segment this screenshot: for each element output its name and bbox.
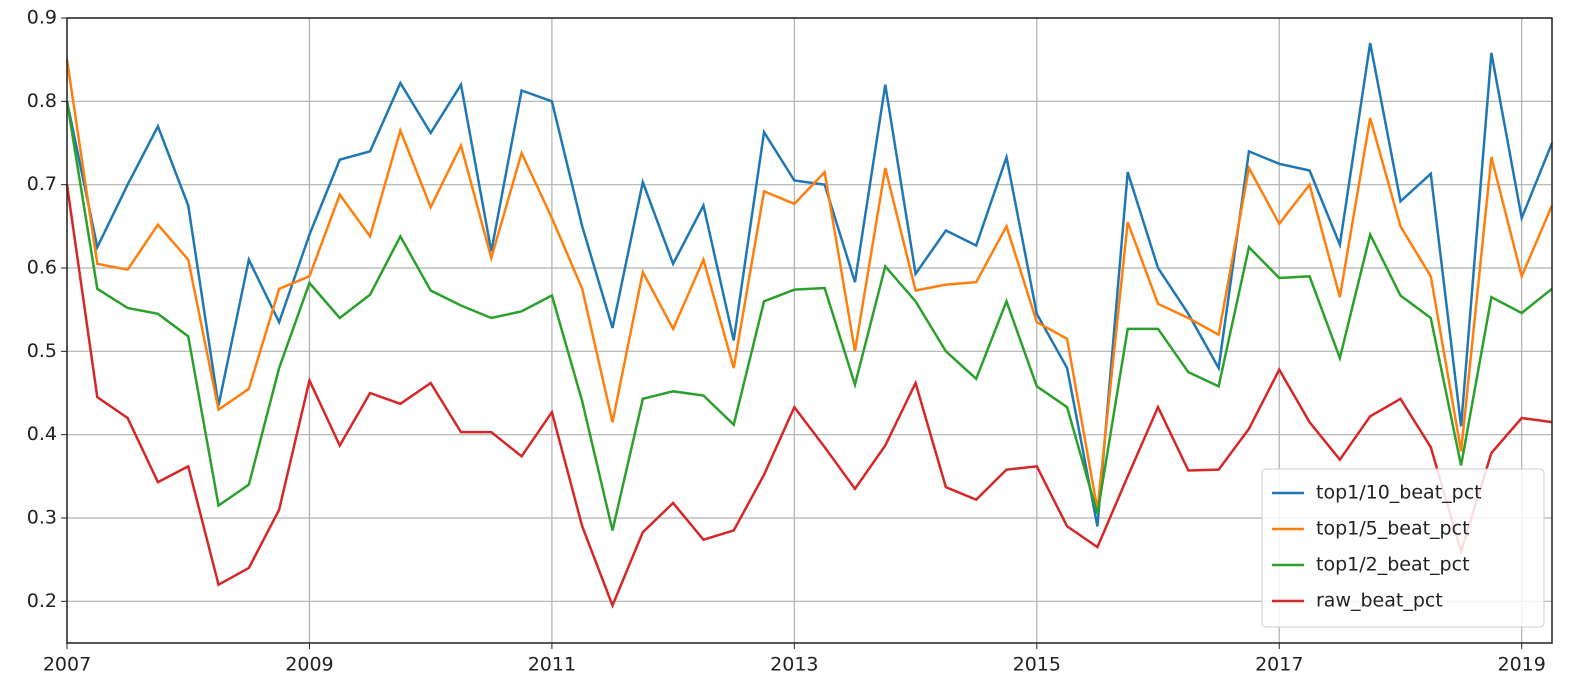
y-tick-label: 0.9 (27, 7, 57, 29)
y-tick-label: 0.2 (27, 590, 57, 612)
y-tick-label: 0.8 (27, 90, 57, 112)
y-tick-label: 0.6 (27, 257, 57, 279)
y-tick-label: 0.7 (27, 173, 57, 195)
legend-label: raw_beat_pct (1316, 590, 1443, 612)
lines (65, 42, 1554, 609)
y-tick-label: 0.5 (27, 340, 57, 362)
x-tick-label: 2013 (770, 654, 818, 676)
series-line (65, 101, 1553, 531)
axes: 0.2 0.3 0.4 0.5 0.6 0.7 0.8 0.9 2007 2009 2011 2013… (27, 7, 1546, 676)
legend-label: top1/2_beat_pct (1316, 554, 1470, 576)
series-line (65, 59, 1554, 510)
legend: top1/10_beat_pct top1/5_beat_pct top1/2_be… (1261, 468, 1545, 628)
x-tick-label: 2017 (1255, 654, 1303, 676)
legend-label: top1/10_beat_pct (1316, 482, 1482, 504)
x-tick-label: 2015 (1013, 654, 1061, 676)
x-tick-label: 2011 (528, 654, 576, 676)
y-tick-label: 0.4 (27, 423, 57, 445)
series-line (65, 42, 1554, 527)
x-tick-label: 2009 (285, 654, 333, 676)
series-line (65, 184, 1553, 609)
x-tick-label: 2007 (43, 654, 91, 676)
plot-frame (66, 17, 1553, 644)
legend-label: top1/5_beat_pct (1316, 518, 1470, 540)
legend-box (1261, 468, 1545, 628)
y-tick-label: 0.3 (27, 507, 57, 529)
x-tick-label: 2019 (1498, 654, 1546, 676)
